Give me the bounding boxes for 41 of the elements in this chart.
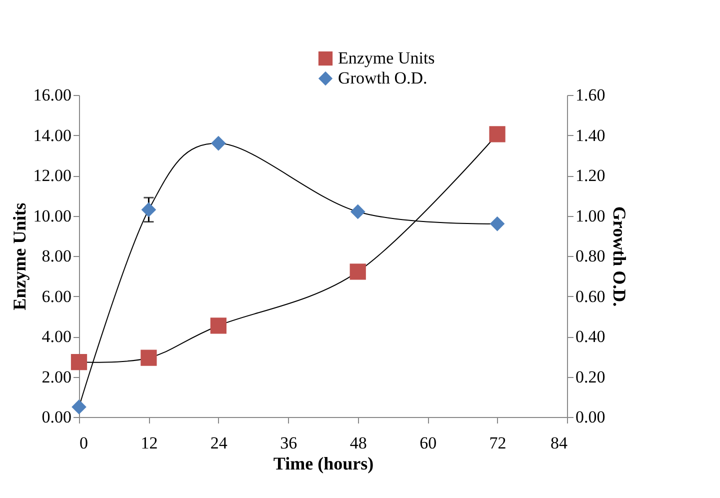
y-tick-label: 12.00: [33, 166, 72, 185]
x-axis-title: Time (hours): [273, 454, 374, 474]
x-tick-label: 24: [210, 434, 228, 452]
point: [490, 216, 505, 232]
x-tick-label: 60: [420, 434, 437, 452]
legend-label: Growth O.D.: [338, 68, 428, 88]
y2-tick-label: 0.00: [576, 408, 606, 426]
point: [70, 354, 88, 370]
y-tick-label: 16.00: [33, 86, 72, 104]
point: [72, 400, 86, 414]
y-tick-label: 10.00: [33, 206, 72, 226]
point: [141, 202, 156, 218]
y2-tick-label: 0.40: [576, 327, 606, 346]
legend-label: Enzyme Units: [338, 48, 435, 68]
y2-tick-label: 1.00: [576, 206, 606, 226]
y-tick-label: 0.00: [42, 408, 72, 426]
y2-tick-label: 1.40: [576, 126, 606, 145]
point: [211, 136, 226, 151]
y2-tick-label: 1.20: [576, 166, 606, 185]
y-tick-label: 8.00: [42, 246, 72, 266]
y2-axis-title: Growth O.D.: [609, 206, 630, 307]
x-tick-label: 36: [280, 434, 298, 452]
y-tick-label: 2.00: [42, 367, 72, 386]
y2-tick-label: 1.60: [576, 86, 606, 104]
y-tick-label: 6.00: [42, 286, 72, 306]
point: [489, 126, 506, 142]
x-tick-label: 0: [80, 434, 88, 452]
point: [350, 204, 366, 220]
x-tick-label: 12: [140, 434, 158, 452]
point: [210, 318, 226, 334]
y2-tick-label: 0.60: [576, 286, 606, 306]
x-tick-label: 84: [550, 434, 568, 452]
y-axis-title: Enzyme Units: [9, 202, 30, 310]
point: [140, 350, 157, 366]
x-tick-label: 48: [350, 434, 367, 452]
y2-tick-label: 0.20: [576, 367, 606, 386]
x-tick-label: 72: [489, 434, 506, 452]
y2-tick-label: 0.80: [576, 246, 606, 266]
point: [350, 264, 366, 280]
y-tick-label: 4.00: [42, 327, 72, 346]
y-tick-label: 14.00: [33, 126, 72, 145]
